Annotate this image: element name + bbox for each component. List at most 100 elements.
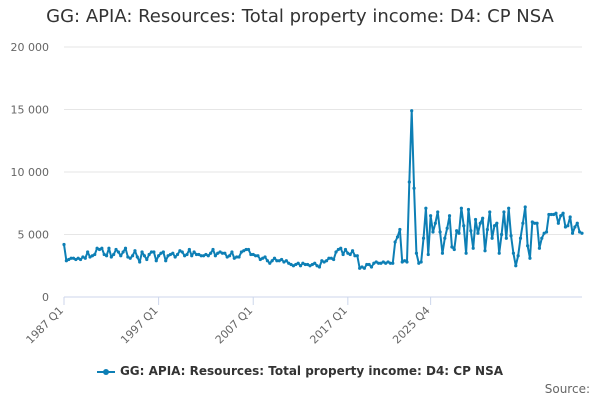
data-point	[313, 261, 317, 265]
data-point	[197, 252, 201, 257]
data-point	[332, 257, 336, 262]
data-point	[112, 252, 116, 257]
data-point	[142, 254, 147, 258]
data-point	[128, 256, 132, 260]
data-point	[275, 259, 279, 263]
data-point	[237, 255, 241, 259]
data-point	[507, 206, 511, 210]
data-point	[294, 262, 298, 267]
series-line	[63, 109, 583, 270]
data-point	[563, 225, 568, 229]
data-point	[570, 231, 575, 235]
data-point	[514, 264, 518, 268]
data-point	[147, 252, 151, 257]
data-point	[355, 254, 359, 258]
data-point	[154, 259, 158, 263]
data-point	[277, 259, 281, 263]
data-point	[533, 221, 537, 225]
data-point	[388, 261, 393, 265]
data-point	[140, 250, 144, 254]
data-point	[327, 256, 331, 260]
data-point	[499, 232, 504, 237]
x-tick-label: 2007 Q1	[213, 304, 256, 347]
data-point	[438, 230, 442, 234]
data-point	[218, 250, 222, 254]
data-point	[83, 256, 87, 260]
data-point	[497, 251, 501, 255]
data-point	[535, 221, 539, 225]
data-point	[358, 266, 362, 270]
x-tick-label: 1987 Q1	[24, 304, 67, 347]
data-point	[320, 259, 324, 263]
data-point	[301, 261, 305, 265]
data-point	[469, 229, 473, 233]
data-point	[317, 265, 322, 269]
legend[interactable]: GG: APIA: Resources: Total property inco…	[0, 364, 600, 378]
data-point	[287, 261, 291, 265]
data-point	[119, 254, 123, 258]
data-point	[246, 247, 251, 252]
data-point	[429, 214, 433, 218]
data-point	[145, 257, 149, 262]
data-point	[362, 266, 366, 270]
data-point	[575, 221, 579, 225]
data-point	[104, 254, 109, 258]
data-point	[289, 262, 293, 267]
data-point	[471, 246, 475, 250]
data-point	[336, 247, 340, 252]
data-point	[445, 226, 449, 230]
data-point	[561, 211, 565, 215]
data-point	[346, 251, 350, 255]
data-point	[478, 221, 482, 225]
data-point	[185, 252, 189, 257]
data-point	[261, 256, 265, 260]
data-point	[190, 254, 194, 258]
data-point	[216, 251, 220, 255]
y-tick-label: 10 000	[11, 166, 50, 179]
data-point	[107, 246, 111, 250]
data-point	[76, 256, 80, 260]
data-point	[379, 261, 383, 265]
data-point	[343, 247, 348, 252]
data-point	[455, 229, 459, 233]
source-credit[interactable]: Source:	[544, 382, 590, 396]
data-point	[116, 250, 120, 254]
data-point	[521, 221, 525, 225]
data-point	[225, 255, 229, 259]
data-point	[412, 186, 416, 190]
data-point	[540, 236, 544, 240]
data-point	[171, 251, 175, 255]
data-point	[201, 254, 206, 258]
data-point	[291, 264, 296, 268]
legend-marker-icon	[96, 367, 115, 377]
data-point	[64, 259, 68, 263]
data-point	[178, 249, 182, 253]
data-point	[209, 251, 213, 255]
data-point	[223, 251, 227, 255]
data-point	[78, 257, 83, 262]
data-point	[537, 246, 542, 250]
data-point	[530, 220, 534, 224]
chart-title: GG: APIA: Resources: Total property inco…	[46, 6, 554, 27]
data-point	[407, 180, 411, 184]
data-point	[544, 230, 549, 234]
data-point	[516, 254, 520, 258]
data-point	[476, 231, 480, 235]
data-point	[71, 256, 76, 260]
data-point	[97, 247, 102, 252]
data-point	[490, 236, 494, 240]
data-point	[272, 256, 277, 260]
data-point	[239, 250, 243, 254]
data-point	[268, 261, 272, 265]
data-point	[324, 259, 329, 263]
data-point	[509, 234, 513, 238]
data-point	[303, 262, 307, 267]
data-point	[481, 216, 485, 220]
x-tick-label: 2025 Q4	[390, 304, 433, 347]
data-point	[578, 230, 582, 234]
data-point	[395, 235, 400, 239]
data-point	[211, 247, 215, 252]
data-point	[398, 227, 402, 232]
data-point	[67, 257, 71, 262]
data-point	[573, 225, 577, 229]
